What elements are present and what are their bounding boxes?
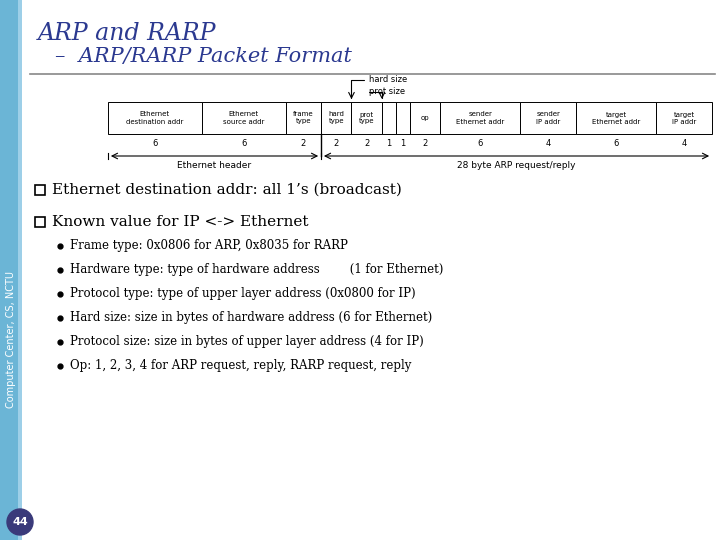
Text: Hardware type: type of hardware address        (1 for Ethernet): Hardware type: type of hardware address …: [70, 264, 444, 276]
Bar: [576, 102, 656, 134]
Text: Hard size: size in bytes of hardware address (6 for Ethernet): Hard size: size in bytes of hardware add…: [70, 312, 432, 325]
Text: Ethernet header: Ethernet header: [177, 161, 251, 171]
Text: Known value for IP <-> Ethernet: Known value for IP <-> Ethernet: [52, 215, 308, 229]
Text: Protocol size: size in bytes of upper layer address (4 for IP): Protocol size: size in bytes of upper la…: [70, 335, 424, 348]
Text: 2: 2: [301, 138, 306, 147]
Text: target
IP addr: target IP addr: [672, 111, 696, 125]
Text: 4: 4: [681, 138, 687, 147]
Text: 1: 1: [400, 138, 405, 147]
Bar: [18, 0, 22, 540]
Bar: [382, 102, 396, 134]
Text: sender
IP addr: sender IP addr: [536, 111, 560, 125]
Text: ARP and RARP: ARP and RARP: [38, 22, 217, 44]
Bar: [35, 217, 45, 227]
Bar: [286, 102, 321, 134]
Text: 28 byte ARP request/reply: 28 byte ARP request/reply: [457, 161, 576, 171]
Text: hard
type: hard type: [328, 111, 344, 125]
Text: target
Ethernet addr: target Ethernet addr: [592, 111, 640, 125]
Text: 2: 2: [423, 138, 428, 147]
Text: prot
type: prot type: [359, 111, 374, 125]
Text: prot size: prot size: [369, 87, 405, 97]
Text: sender
Ethernet addr: sender Ethernet addr: [456, 111, 504, 125]
Text: Computer Center, CS, NCTU: Computer Center, CS, NCTU: [6, 272, 16, 408]
Bar: [321, 102, 351, 134]
Bar: [396, 102, 410, 134]
Text: hard size: hard size: [369, 76, 408, 84]
Text: 2: 2: [333, 138, 339, 147]
Bar: [410, 102, 441, 134]
Bar: [520, 102, 576, 134]
Bar: [441, 102, 520, 134]
Text: 6: 6: [613, 138, 618, 147]
Text: Protocol type: type of upper layer address (0x0800 for IP): Protocol type: type of upper layer addre…: [70, 287, 415, 300]
Bar: [202, 102, 286, 134]
Text: 6: 6: [152, 138, 158, 147]
Text: 1: 1: [387, 138, 392, 147]
Text: 44: 44: [12, 517, 28, 527]
Circle shape: [7, 509, 33, 535]
Text: Op: 1, 2, 3, 4 for ARP request, reply, RARP request, reply: Op: 1, 2, 3, 4 for ARP request, reply, R…: [70, 360, 411, 373]
Text: Ethernet destination addr: all 1’s (broadcast): Ethernet destination addr: all 1’s (broa…: [52, 183, 402, 197]
Text: 2: 2: [364, 138, 369, 147]
Bar: [108, 102, 202, 134]
Text: 6: 6: [241, 138, 246, 147]
Text: Frame type: 0x0806 for ARP, 0x8035 for RARP: Frame type: 0x0806 for ARP, 0x8035 for R…: [70, 240, 348, 253]
Text: –  ARP/RARP Packet Format: – ARP/RARP Packet Format: [55, 48, 352, 66]
Text: op: op: [421, 115, 430, 121]
Bar: [351, 102, 382, 134]
Bar: [35, 185, 45, 195]
Text: frame
type: frame type: [293, 111, 314, 125]
Text: Ethernet
source addr: Ethernet source addr: [223, 111, 264, 125]
Bar: [656, 102, 712, 134]
Text: 4: 4: [546, 138, 551, 147]
Text: 6: 6: [477, 138, 483, 147]
Bar: [0, 0, 22, 540]
Text: Ethernet
destination addr: Ethernet destination addr: [126, 111, 184, 125]
